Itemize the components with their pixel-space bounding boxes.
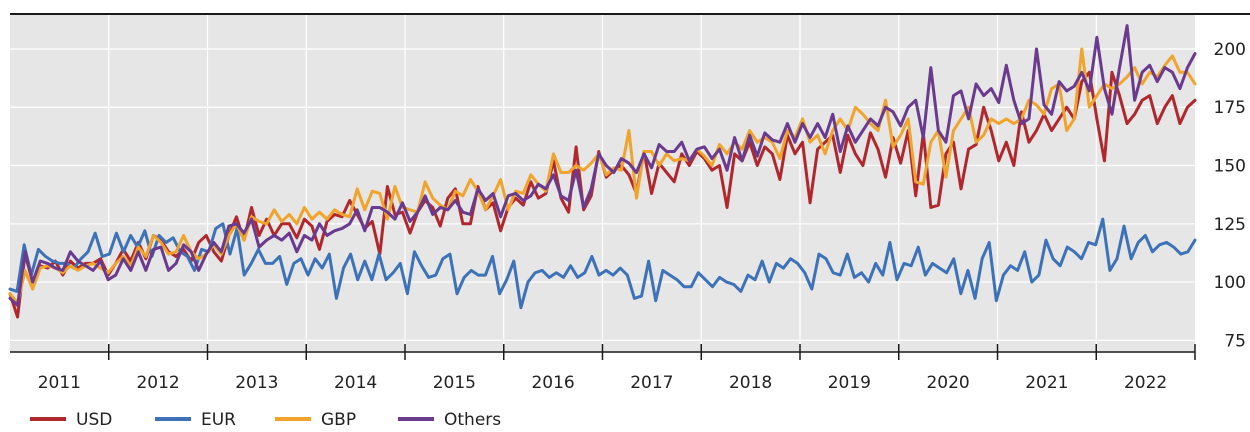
x-tick-label: 2019 <box>828 373 871 393</box>
legend: USD EUR GBP Others <box>30 410 501 430</box>
x-tick-label: 2017 <box>630 373 673 393</box>
legend-label: EUR <box>201 410 236 430</box>
legend-label: USD <box>76 410 112 430</box>
y-tick-label: 100 <box>1214 273 1246 293</box>
y-tick-label: 175 <box>1214 98 1246 118</box>
x-tick-label: 2020 <box>926 373 969 393</box>
y-axis-ticks: 75 100 125 150 175 200 <box>1214 40 1246 351</box>
series-lines <box>8 24 1197 319</box>
x-tick-label: 2022 <box>1124 373 1167 393</box>
x-tick-label: 2016 <box>531 373 574 393</box>
legend-label: Others <box>444 410 501 430</box>
y-tick-label: 125 <box>1214 215 1246 235</box>
y-tick-label: 150 <box>1214 157 1246 177</box>
x-tick-label: 2018 <box>729 373 772 393</box>
x-tick-label: 2012 <box>136 373 179 393</box>
x-tick-label: 2015 <box>433 373 476 393</box>
series-line-others <box>8 24 1197 307</box>
legend-label: GBP <box>321 410 356 430</box>
x-tick-label: 2021 <box>1025 373 1068 393</box>
y-tick-label: 200 <box>1214 40 1246 60</box>
x-axis-ticks: 2011 2012 2013 2014 2015 2016 2017 2018 2019 2020… <box>38 344 1196 393</box>
x-tick-label: 2014 <box>334 373 377 393</box>
x-tick-label: 2011 <box>38 373 81 393</box>
y-tick-label: 75 <box>1224 331 1246 351</box>
x-tick-label: 2013 <box>235 373 278 393</box>
